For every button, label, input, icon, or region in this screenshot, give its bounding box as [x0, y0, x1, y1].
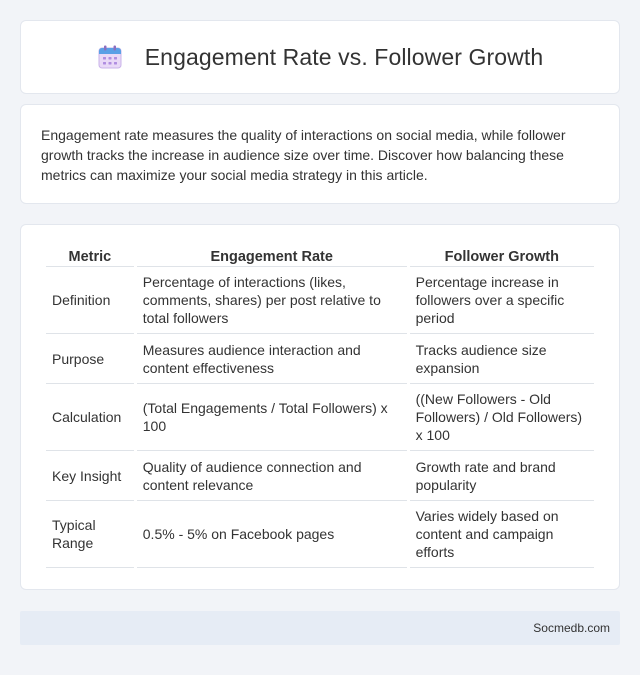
header-engagement-rate: Engagement Rate: [136, 245, 407, 267]
footer-site-link[interactable]: Socmedb.com: [533, 621, 610, 635]
row-engagement: Quality of audience connection and conte…: [136, 451, 407, 501]
table-row: Calculation (Total Engagements / Total F…: [46, 384, 594, 451]
row-engagement: (Total Engagements / Total Followers) x …: [136, 384, 407, 451]
row-metric: Purpose: [46, 334, 134, 384]
page-title: Engagement Rate vs. Follower Growth: [144, 43, 544, 70]
row-engagement: 0.5% - 5% on Facebook pages: [136, 501, 407, 568]
row-metric: Calculation: [46, 384, 134, 451]
intro-text: Engagement rate measures the quality of …: [41, 127, 566, 183]
intro-card: Engagement rate measures the quality of …: [20, 104, 620, 204]
row-engagement: Percentage of interactions (likes, comme…: [136, 267, 407, 334]
footer: Socmedb.com: [20, 611, 620, 645]
table-row: Definition Percentage of interactions (l…: [46, 267, 594, 334]
table-row: Purpose Measures audience interaction an…: [46, 334, 594, 384]
row-growth: Varies widely based on content and campa…: [409, 501, 594, 568]
title-card: Engagement Rate vs. Follower Growth: [20, 20, 620, 94]
comparison-table-card: Metric Engagement Rate Follower Growth D…: [20, 224, 620, 590]
table-row: Key Insight Quality of audience connecti…: [46, 451, 594, 501]
header-metric: Metric: [46, 245, 134, 267]
row-metric: Definition: [46, 267, 134, 334]
row-metric: Key Insight: [46, 451, 134, 501]
row-growth: Growth rate and brand popularity: [409, 451, 594, 501]
row-metric: Typical Range: [46, 501, 134, 568]
table-row: Typical Range 0.5% - 5% on Facebook page…: [46, 501, 594, 568]
row-growth: Percentage increase in followers over a …: [409, 267, 594, 334]
table-header-row: Metric Engagement Rate Follower Growth: [46, 245, 594, 267]
header-follower-growth: Follower Growth: [409, 245, 594, 267]
row-engagement: Measures audience interaction and conten…: [136, 334, 407, 384]
row-growth: Tracks audience size expansion: [409, 334, 594, 384]
comparison-table: Metric Engagement Rate Follower Growth D…: [43, 245, 597, 568]
row-growth: ((New Followers - Old Followers) / Old F…: [409, 384, 594, 451]
calendar-icon: [97, 44, 123, 70]
